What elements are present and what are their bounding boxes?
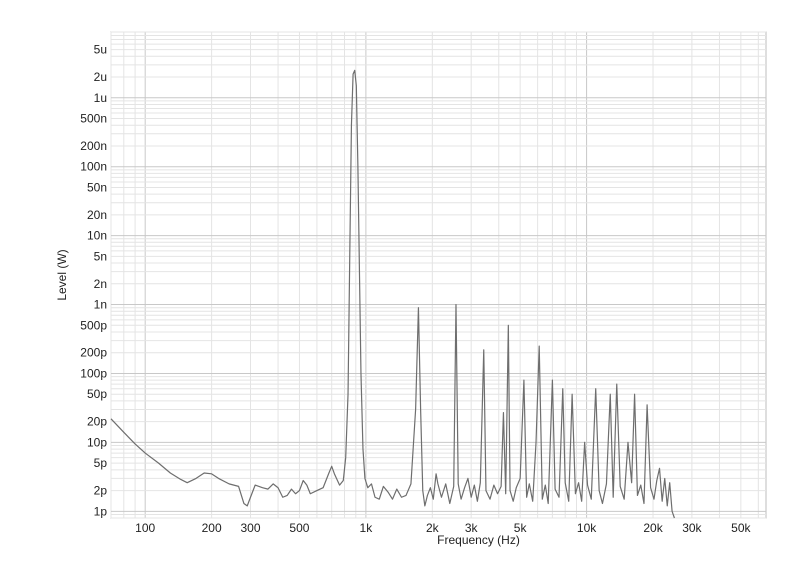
x-tick-label: 20k <box>643 521 663 535</box>
x-tick-label: 10k <box>577 521 597 535</box>
x-tick-label: 500 <box>289 521 309 535</box>
y-tick-label: 5n <box>94 249 107 263</box>
spectrum-line <box>110 69 675 519</box>
y-tick-label: 50n <box>87 180 107 194</box>
y-tick-label: 200n <box>80 139 107 153</box>
x-tick-label: 100 <box>135 521 155 535</box>
y-tick-label: 1p <box>94 504 108 518</box>
x-tick-label: 5k <box>514 521 528 535</box>
x-tick-label: 3k <box>465 521 479 535</box>
grid-lines <box>110 31 766 519</box>
y-tick-label: 100n <box>80 160 107 174</box>
x-tick-label: 1k <box>360 521 374 535</box>
y-tick-label: 20n <box>87 208 107 222</box>
x-tick-label: 300 <box>240 521 260 535</box>
y-tick-label: 1n <box>94 298 107 312</box>
y-tick-label: 500n <box>80 112 107 126</box>
y-tick-label: 1u <box>94 91 107 105</box>
y-axis-label: Level (W) <box>55 249 69 300</box>
x-tick-labels: 100 200 300 500 1k 2k 3k 5k 10k 20k 30k 50k <box>135 521 751 535</box>
y-tick-label: 2p <box>94 484 108 498</box>
y-tick-label: 5u <box>94 43 107 57</box>
y-tick-label: 2n <box>94 277 107 291</box>
y-tick-label: 50p <box>87 387 107 401</box>
plot-area <box>110 31 767 519</box>
y-tick-label: 2u <box>94 70 107 84</box>
y-tick-label: 200p <box>80 346 107 360</box>
x-axis-label: Frequency (Hz) <box>437 533 520 547</box>
y-tick-label: 500p <box>80 318 107 332</box>
x-tick-label: 200 <box>202 521 222 535</box>
y-tick-labels: 1p 2p 5p 10p 20p 50p 100p 200p 500p 1n 2n 5n 10n 20n 5… <box>80 43 107 519</box>
y-tick-label: 10n <box>87 229 107 243</box>
x-tick-label: 2k <box>426 521 440 535</box>
y-tick-label: 5p <box>94 456 108 470</box>
y-tick-label: 100p <box>80 366 107 380</box>
x-tick-label: 30k <box>682 521 702 535</box>
x-tick-label: 50k <box>731 521 751 535</box>
y-tick-label: 20p <box>87 415 107 429</box>
y-tick-label: 10p <box>87 435 107 449</box>
